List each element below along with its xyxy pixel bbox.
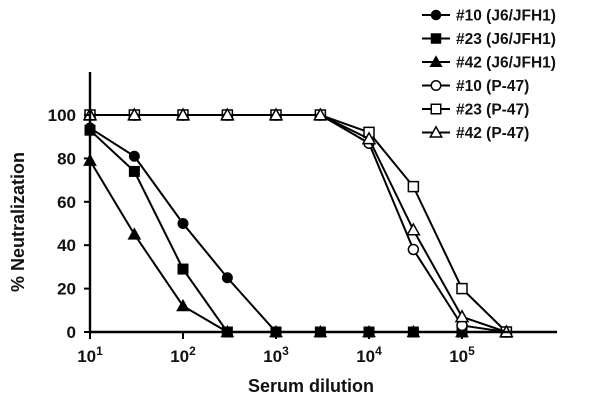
series-line (90, 130, 506, 332)
series-line (90, 161, 506, 332)
y-tick-label: 0 (67, 323, 76, 342)
x-tick-label: 105 (449, 344, 475, 366)
y-tick-label: 80 (57, 149, 76, 168)
data-point-circle (178, 219, 188, 229)
legend: #10 (J6/JFH1) #23 (J6/JFH1) #42 (J6/JFH1) #… (422, 8, 556, 143)
data-point-triangle (407, 224, 419, 235)
y-tick-label: 60 (57, 193, 76, 212)
legend-item: #23 (J6/JFH1) (422, 31, 556, 48)
series-line (90, 115, 506, 332)
y-ticks: 0 20 40 60 80 100 (48, 106, 90, 342)
legend-label: #42 (J6/JFH1) (456, 55, 556, 72)
y-tick-label: 100 (48, 106, 76, 125)
data-point-circle (129, 151, 139, 161)
plot-series (84, 109, 512, 337)
series-3 (84, 155, 512, 337)
y-tick-label: 40 (57, 236, 76, 255)
x-tick-label: 102 (170, 344, 196, 366)
data-point-square (129, 166, 139, 176)
y-tick-label: 20 (57, 280, 76, 299)
series-4 (85, 110, 511, 337)
legend-marker-square (431, 34, 441, 44)
series-line (90, 115, 506, 332)
x-tick-label: 103 (263, 344, 289, 366)
legend-label: #23 (J6/JFH1) (456, 31, 556, 48)
legend-item: #42 (J6/JFH1) (422, 55, 556, 72)
series-line (90, 128, 506, 332)
legend-item: #10 (J6/JFH1) (422, 8, 556, 25)
x-tick-label: 104 (356, 344, 382, 366)
legend-marker-circle (431, 10, 441, 20)
data-point-square (178, 264, 188, 274)
legend-item: #42 (P-47) (422, 125, 529, 142)
data-point-circle (408, 245, 418, 255)
series-2 (85, 125, 511, 337)
legend-label: #10 (P-47) (456, 78, 529, 95)
legend-marker-circle (431, 81, 441, 91)
x-tick-label: 101 (77, 344, 103, 366)
data-point-square (457, 284, 467, 294)
data-point-triangle (456, 311, 468, 322)
series-line (90, 115, 506, 332)
legend-marker-square (431, 104, 441, 114)
y-axis-title: % Neutralization (8, 152, 28, 292)
data-point-triangle (177, 300, 189, 311)
legend-label: #10 (J6/JFH1) (456, 8, 556, 25)
data-point-triangle (128, 228, 140, 239)
legend-item: #23 (P-47) (422, 102, 529, 119)
legend-label: #42 (P-47) (456, 125, 529, 142)
legend-item: #10 (P-47) (422, 78, 529, 95)
legend-label: #23 (P-47) (456, 102, 529, 119)
series-1 (85, 123, 511, 337)
x-axis-title: Serum dilution (248, 376, 374, 396)
data-point-square (408, 182, 418, 192)
data-point-circle (222, 273, 232, 283)
